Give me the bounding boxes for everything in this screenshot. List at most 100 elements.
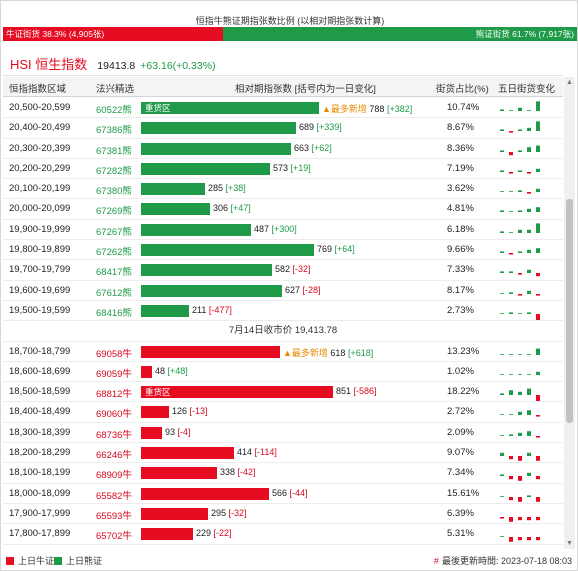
quantity-bar [141, 467, 217, 480]
quantity-bar [141, 223, 251, 236]
table-row[interactable]: 19,600-19,699 67612熊 627 [-28] 8.17% [3, 281, 563, 301]
warrant-code-link[interactable]: 65593牛 [96, 510, 132, 522]
sparkline-bar [518, 391, 522, 396]
quantity-bar [141, 406, 169, 419]
table-row[interactable]: 18,200-18,299 66246牛 414 [-114] 9.07% [3, 443, 563, 464]
sparkline-bar [500, 414, 504, 416]
table-row[interactable]: 20,200-20,299 67282熊 573 [+19] 7.19% [3, 159, 563, 180]
sparkline-bar [500, 474, 504, 477]
table-row[interactable]: 20,400-20,499 67386熊 689 [+339] 8.67% [3, 118, 563, 139]
table-row[interactable]: 20,100-20,199 67380熊 285 [+38] 3.62% [3, 179, 563, 200]
table-row[interactable]: 19,500-19,599 68416熊 211 [-477] 2.73% [3, 301, 563, 322]
quantity-bar: 重货区 [141, 386, 333, 399]
sparkline-bar [509, 253, 513, 255]
quantity-value: 582 [-32] [275, 264, 311, 274]
warrant-code-link[interactable]: 67381熊 [96, 145, 132, 157]
sparkline-bar [527, 171, 531, 174]
scroll-thumb[interactable] [566, 199, 573, 423]
sparkline-bar [500, 109, 504, 111]
sparkline-bar [536, 248, 540, 254]
table-row[interactable]: 18,600-18,699 69059牛 48 [+48] 1.02% [3, 362, 563, 383]
warrant-code-link[interactable]: 68736牛 [96, 429, 132, 441]
five-day-sparkline [500, 430, 540, 438]
quantity-number: 48 [155, 365, 168, 376]
sparkline-bar [536, 456, 540, 461]
hash-icon: # [433, 556, 439, 566]
column-header-pct: 街货占比(%) [436, 84, 489, 95]
scroll-down-arrow-icon[interactable]: ▼ [566, 540, 573, 547]
table-row[interactable]: 20,300-20,399 67381熊 663 [+62] 8.36% [3, 139, 563, 159]
table-row[interactable]: 18,700-18,799 69058牛 ▲最多新增 618 [+618] 13.23… [3, 342, 563, 362]
sparkline-bar [527, 473, 531, 477]
sparkline-bar [509, 537, 513, 543]
warrant-code-link[interactable]: 67269熊 [96, 206, 132, 218]
table-row[interactable]: 18,300-18,399 68736牛 93 [-4] 2.09% [3, 423, 563, 444]
price-range: 19,900-19,999 [9, 223, 71, 235]
price-range: 18,700-18,799 [9, 345, 71, 357]
quantity-bar [141, 264, 272, 277]
daily-change: [+618] [347, 347, 374, 358]
warrant-code-link[interactable]: 69058牛 [96, 348, 132, 360]
warrant-code-link[interactable]: 68416熊 [96, 307, 132, 319]
table-row[interactable]: 18,100-18,199 68909牛 338 [-42] 7.34% [3, 463, 563, 484]
quantity-number: 126 [172, 406, 190, 417]
most-new-tag: ▲最多新增 [283, 347, 331, 358]
sparkline-bar [527, 229, 531, 233]
sparkline-bar [518, 149, 522, 152]
sparkline-bar [509, 110, 513, 111]
warrant-code-link[interactable]: 66246牛 [96, 450, 132, 462]
price-range: 18,100-18,199 [9, 467, 71, 479]
table-header: 恒指指数区域 法兴精选 相对期指张数 [括号内为一日变化] 街货占比(%) 五日… [3, 77, 563, 97]
warrant-code-link[interactable]: 67386熊 [96, 125, 132, 137]
sparkline-bar [536, 476, 540, 480]
warrant-code-link[interactable]: 65702牛 [96, 531, 132, 543]
daily-change: [-477] [208, 304, 232, 315]
five-day-sparkline [500, 452, 540, 461]
quantity-number: 566 [272, 487, 290, 498]
share-percent: 13.23% [447, 345, 480, 357]
table-row[interactable]: 17,800-17,899 65702牛 229 [-22] 5.31% [3, 524, 563, 545]
warrant-code-link[interactable]: 68909牛 [96, 470, 132, 482]
sparkline-bar [509, 414, 513, 416]
quantity-bar [141, 426, 162, 439]
warrant-code-link[interactable]: 67282熊 [96, 165, 132, 177]
cbbc-table-body[interactable]: 20,500-20,599 60522熊 重货区 ▲最多新增 788 [+382] 10… [3, 98, 563, 549]
sparkline-bar [500, 170, 504, 172]
warrant-code-link[interactable]: 69059牛 [96, 368, 132, 380]
warrant-code-link[interactable]: 68812牛 [96, 389, 132, 401]
daily-change: [-32] [292, 264, 311, 275]
scroll-up-arrow-icon[interactable]: ▲ [566, 79, 573, 86]
quantity-number: 93 [165, 426, 178, 437]
warrant-code-link[interactable]: 67267熊 [96, 226, 132, 238]
table-row[interactable]: 19,800-19,899 67262熊 769 [+64] 9.66% [3, 240, 563, 261]
daily-change: [-42] [237, 467, 256, 478]
sparkline-bar [536, 395, 540, 402]
five-day-sparkline [500, 290, 540, 296]
table-row[interactable]: 17,900-17,999 65593牛 295 [-32] 6.39% [3, 504, 563, 525]
price-range: 18,400-18,499 [9, 406, 71, 418]
share-percent: 3.62% [447, 183, 474, 195]
table-row[interactable]: 20,000-20,099 67269熊 306 [+47] 4.81% [3, 199, 563, 220]
quantity-value: ▲最多新增 618 [+618] [283, 346, 373, 359]
warrant-code-link[interactable]: 60522熊 [96, 105, 132, 116]
quantity-value: 689 [+339] [299, 122, 342, 132]
sparkline-bar [518, 516, 522, 521]
warrant-code-link[interactable]: 67262熊 [96, 247, 132, 259]
table-row[interactable]: 18,500-18,599 68812牛 重货区 851 [-586] 18.22% [3, 382, 563, 403]
table-row[interactable]: 20,500-20,599 60522熊 重货区 ▲最多新增 788 [+382] 10… [3, 98, 563, 119]
column-header-code: 法兴精选 [96, 84, 135, 95]
quantity-number: 573 [273, 162, 291, 173]
warrant-code-link[interactable]: 65582牛 [96, 490, 132, 502]
five-day-sparkline [500, 145, 540, 155]
table-row[interactable]: 18,000-18,099 65582牛 566 [-44] 15.61% [3, 484, 563, 504]
scrollbar[interactable]: ▲ ▼ [564, 77, 575, 549]
warrant-code-link[interactable]: 68417熊 [96, 267, 132, 279]
warrant-code-link[interactable]: 67612熊 [96, 287, 132, 299]
table-row[interactable]: 19,900-19,999 67267熊 487 [+300] 6.18% [3, 220, 563, 241]
table-row[interactable]: 19,700-19,799 68417熊 582 [-32] 7.33% [3, 260, 563, 281]
daily-change: [-32] [228, 507, 247, 518]
quantity-bar [141, 244, 314, 257]
warrant-code-link[interactable]: 69060牛 [96, 409, 132, 421]
table-row[interactable]: 18,400-18,499 69060牛 126 [-13] 2.72% [3, 402, 563, 423]
warrant-code-link[interactable]: 67380熊 [96, 186, 132, 198]
